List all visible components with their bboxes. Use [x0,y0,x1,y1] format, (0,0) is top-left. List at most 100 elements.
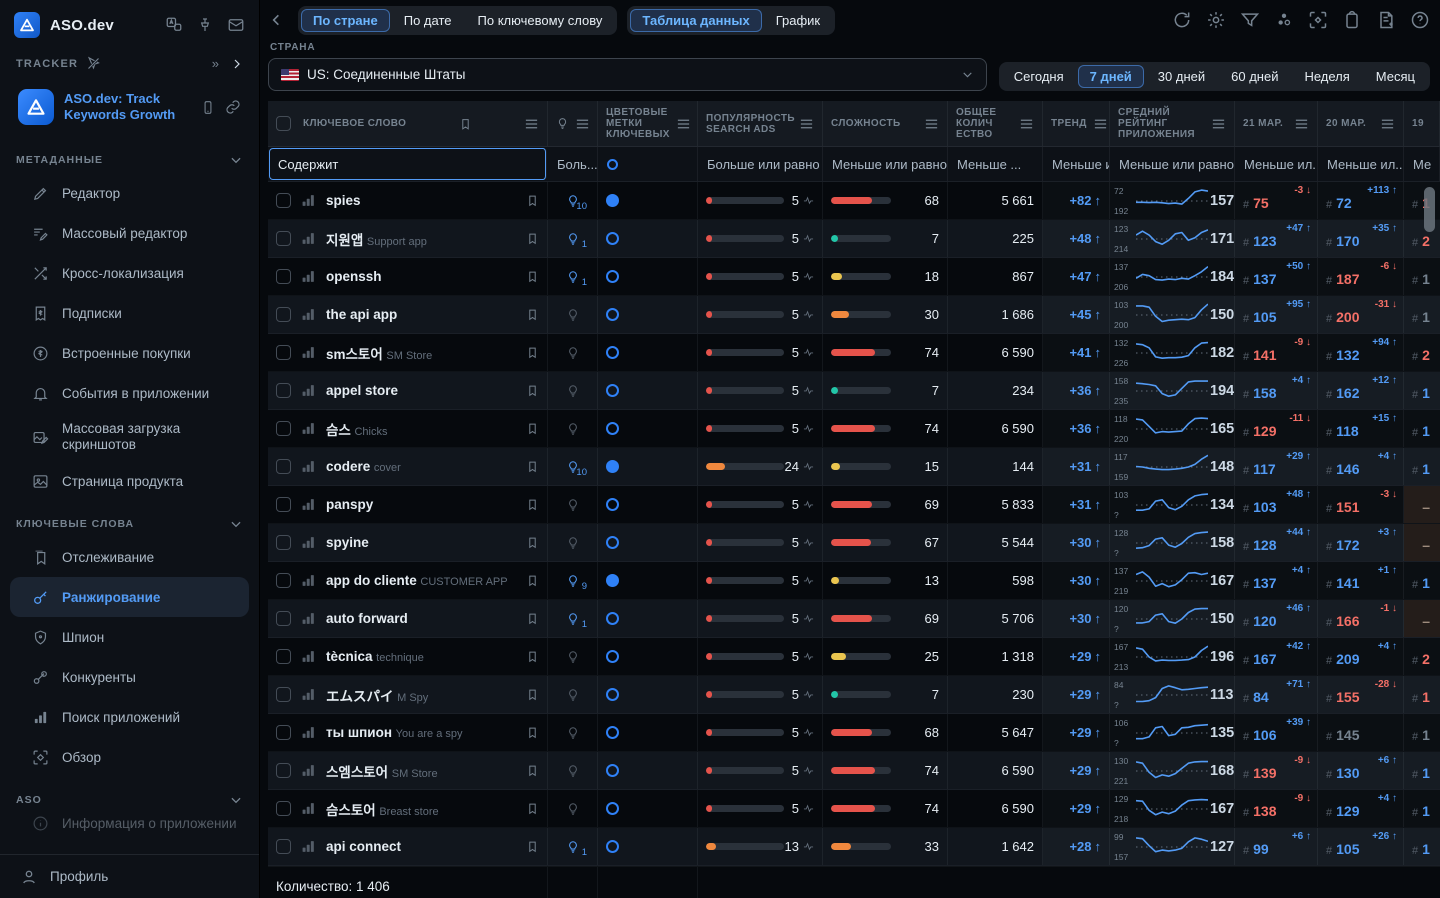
color-label-dot[interactable] [606,346,619,359]
col-keyword[interactable]: КЛЮЧЕВОЕ СЛОВО [303,118,407,129]
color-label-cell[interactable] [598,828,698,865]
bookmark-icon[interactable] [526,725,539,740]
rank-history-icon[interactable] [301,270,316,283]
clipboard-icon[interactable] [1342,10,1362,30]
keyword-text[interactable]: auto forward [326,611,408,626]
col-total[interactable]: ОБЩЕЕ КОЛИЧ ЕСТВО [956,107,997,140]
keyword-filter-input[interactable]: Содержит [269,148,547,180]
bookmark-icon[interactable] [526,611,539,626]
bookmark-icon[interactable] [526,383,539,398]
popularity-filter[interactable]: Больше или равно [698,147,823,181]
pin-icon[interactable] [197,16,213,34]
bookmark-icon[interactable] [526,497,539,512]
help-icon[interactable] [1410,10,1430,30]
bookmark-icon[interactable] [526,801,539,816]
link-icon[interactable] [225,99,241,116]
color-label-cell[interactable] [598,714,698,751]
color-label-dot[interactable] [606,726,619,739]
bookmark-icon[interactable] [526,269,539,284]
profile-button[interactable]: Профиль [0,854,259,898]
tab-chart[interactable]: График [775,12,821,28]
pulse-icon[interactable] [803,727,814,738]
color-label-cell[interactable] [598,372,698,409]
expand-tracker-icon[interactable] [231,58,243,70]
color-label-cell[interactable] [598,220,698,257]
rank-history-icon[interactable] [301,308,316,321]
row-checkbox[interactable] [276,649,291,664]
suggestions-cell[interactable] [548,714,598,751]
pulse-icon[interactable] [803,651,814,662]
rank-history-icon[interactable] [301,650,316,663]
sidebar-item-spy[interactable]: Шпион [0,617,259,657]
mail-icon[interactable] [227,16,245,34]
suggestions-cell[interactable] [548,296,598,333]
color-label-cell[interactable] [598,562,698,599]
column-menu-icon[interactable] [1093,118,1108,130]
bookmark-icon[interactable] [526,459,539,474]
keyword-text[interactable]: api connect [326,839,402,854]
tab-by-country[interactable]: По стране [301,8,390,32]
col-trend[interactable]: ТРЕНД [1051,118,1087,129]
suggestions-cell[interactable]: 1 [548,828,598,865]
pulse-icon[interactable] [803,499,814,510]
keyword-text[interactable]: appel store [326,383,399,398]
keyword-text[interactable]: the api app [326,307,398,322]
rank-history-icon[interactable] [301,688,316,701]
suggestions-cell[interactable] [548,410,598,447]
export-report-icon[interactable] [1376,10,1396,30]
pulse-icon[interactable] [803,841,814,852]
col-avg-rating[interactable]: СРЕДНИЙ РЕЙТИНГ ПРИЛОЖЕНИЯ [1118,107,1196,140]
color-label-dot[interactable] [606,574,619,587]
color-label-dot[interactable] [606,612,619,625]
phone-icon[interactable] [201,99,215,116]
translate-icon[interactable] [165,16,183,34]
keyword-text[interactable]: エムスパイ [326,688,394,704]
color-filter[interactable] [598,147,698,181]
rank-history-icon[interactable] [301,232,316,245]
period-месяц[interactable]: Месяц [1375,69,1415,84]
sidebar-item-bulk-screenshots[interactable]: Массовая загрузка скриншотов [0,413,259,461]
color-label-dot[interactable] [606,688,619,701]
color-label-dot[interactable] [606,270,619,283]
tab-by-keyword[interactable]: По ключевому слову [477,12,603,28]
bookmark-icon[interactable] [526,687,539,702]
rank-history-icon[interactable] [301,460,316,473]
difficulty-filter[interactable]: Меньше или равно [823,147,948,181]
period-сегодня[interactable]: Сегодня [1013,69,1064,84]
suggestions-cell[interactable]: 1 [548,600,598,637]
suggestions-cell[interactable] [548,790,598,827]
scan-icon[interactable] [1308,10,1328,30]
trend-filter[interactable]: Меньше ил... [1043,147,1110,181]
pulse-icon[interactable] [803,575,814,586]
suggestions-cell[interactable] [548,676,598,713]
back-button[interactable] [266,7,288,33]
suggestions-cell[interactable] [548,486,598,523]
bulb-filter[interactable]: Боль... [548,147,598,181]
keyword-text[interactable]: spies [326,193,361,208]
color-label-cell[interactable] [598,258,698,295]
section-keywords[interactable]: КЛЮЧЕВЫЕ СЛОВА [0,501,259,537]
keyword-text[interactable]: codere [326,459,371,474]
suggestions-cell[interactable] [548,372,598,409]
sidebar-item-in-app-events[interactable]: События в приложении [0,373,259,413]
color-label-cell[interactable] [598,410,698,447]
suggestions-cell[interactable]: 10 [548,182,598,219]
keyword-text[interactable]: spyine [326,535,369,550]
sidebar-item-subscriptions[interactable]: Подписки [0,293,259,333]
period-7-дней[interactable]: 7 дней [1077,65,1144,88]
keyword-text[interactable]: 스엠스토어 [326,764,389,780]
pulse-icon[interactable] [803,803,814,814]
sidebar-item-cross-localization[interactable]: Кросс-локализация [0,253,259,293]
suggestions-cell[interactable] [548,524,598,561]
col-date-19[interactable]: 19 [1412,118,1424,129]
period-неделя[interactable]: Неделя [1304,69,1350,84]
suggestions-cell[interactable]: 10 [548,448,598,485]
col-difficulty[interactable]: СЛОЖНОСТЬ [831,118,901,129]
rank-history-icon[interactable] [301,574,316,587]
rank-history-icon[interactable] [301,802,316,815]
keyword-text[interactable]: app do cliente [326,573,417,588]
col-popularity[interactable]: ПОПУЛЯРНОСТЬ SEARCH ADS [706,112,795,135]
pulse-icon[interactable] [803,309,814,320]
keyword-text[interactable]: tècnica [326,649,373,664]
keyword-text[interactable]: 슴스토어 [326,802,376,818]
